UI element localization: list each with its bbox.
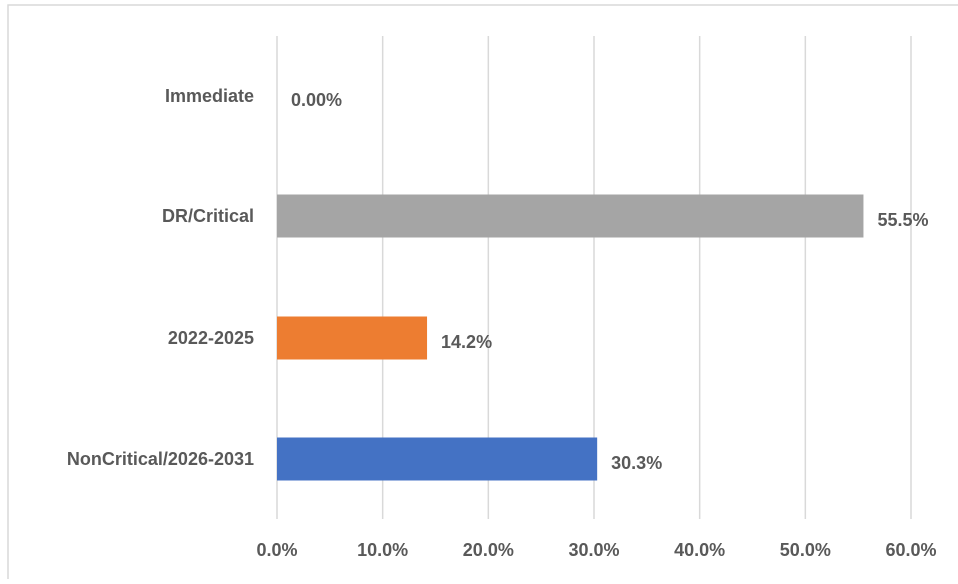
bar	[277, 316, 428, 360]
x-tick-label: 40.0%	[674, 540, 725, 560]
data-label: 0.00%	[291, 90, 342, 110]
x-tick-label: 60.0%	[885, 540, 936, 560]
axis-layer: 0.0% 10.0% 20.0% 30.0% 40.0% 50.0% 60.0% Immedi…	[67, 86, 937, 560]
bar	[277, 437, 598, 481]
category-label: Immediate	[165, 86, 254, 106]
data-label: 14.2%	[441, 332, 492, 352]
category-label: NonCritical/2026-2031	[67, 449, 254, 469]
x-tick-label: 30.0%	[568, 540, 619, 560]
data-label: 55.5%	[877, 210, 928, 230]
x-tick-label: 0.0%	[256, 540, 297, 560]
category-label: DR/Critical	[162, 206, 254, 226]
bar-layer	[277, 194, 864, 481]
grid-layer	[276, 36, 912, 519]
x-tick-label: 20.0%	[463, 540, 514, 560]
x-tick-label: 50.0%	[780, 540, 831, 560]
chart-border	[7, 4, 958, 579]
category-label: 2022-2025	[168, 328, 254, 348]
bar	[277, 194, 864, 238]
data-label: 30.3%	[611, 453, 662, 473]
x-tick-label: 10.0%	[357, 540, 408, 560]
label-layer: 0.00% 55.5% 14.2% 30.3%	[291, 90, 928, 473]
